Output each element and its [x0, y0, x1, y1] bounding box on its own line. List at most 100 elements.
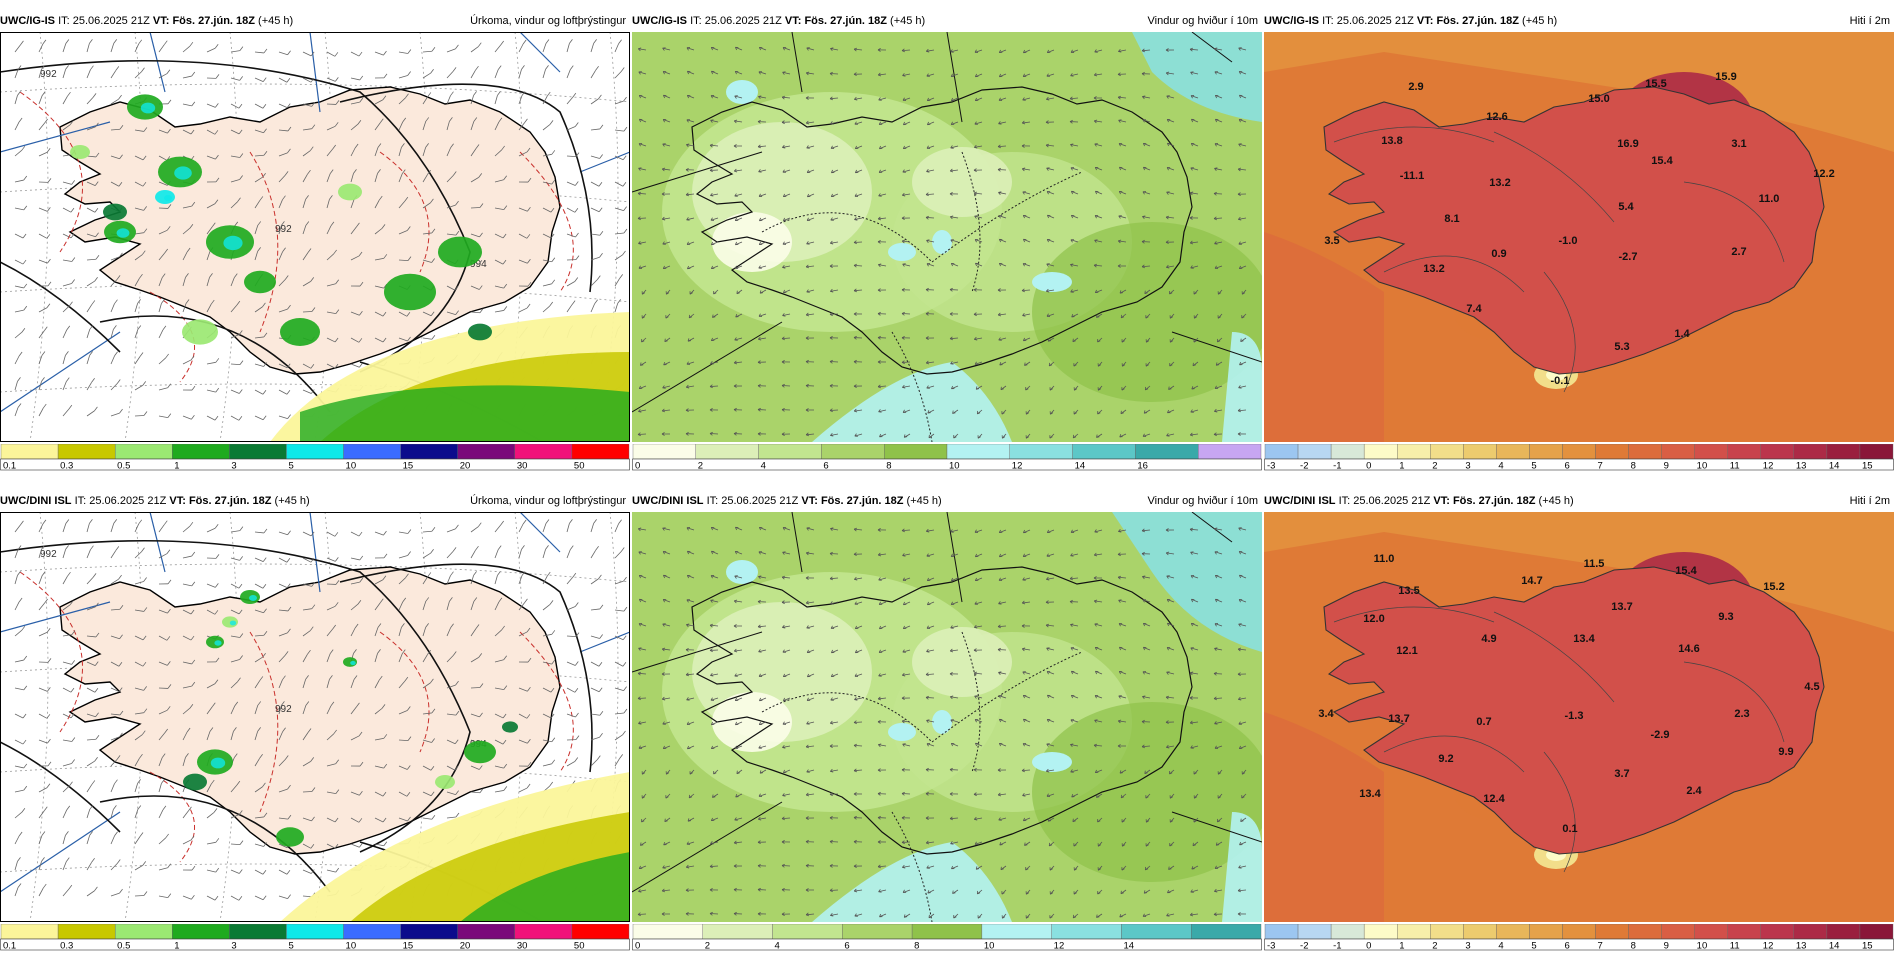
legend-swatch: [1121, 924, 1191, 939]
valid-label: VT:: [801, 495, 818, 507]
temperature-label: -11.1: [1400, 170, 1424, 182]
map-canvas[interactable]: [632, 32, 1262, 442]
valid-label: VT:: [153, 15, 170, 27]
map-view[interactable]: [632, 32, 1262, 442]
isobar-label: 992: [40, 69, 57, 80]
legend-label: -2: [1300, 461, 1308, 472]
panel-title: UWC/DINI ISL IT: 25.06.2025 21Z VT: Fös.…: [0, 490, 630, 512]
temperature-label: 14.6: [1678, 643, 1699, 655]
temperature-label: 11.0: [1759, 193, 1780, 205]
legend-swatch: [1794, 444, 1827, 459]
init-label: IT:: [75, 495, 87, 507]
legend-label: 2: [1432, 461, 1437, 472]
legend-swatch: [1695, 924, 1728, 939]
legend-label: 3: [231, 461, 236, 472]
temperature-label: 3.1: [1731, 138, 1746, 150]
panel-title: UWC/IG-IS IT: 25.06.2025 21Z VT: Fös. 27…: [1264, 10, 1894, 32]
valid-time: Fös. 27.jún. 18Z: [189, 495, 272, 507]
legend-swatch: [1629, 924, 1662, 939]
temperature-label: 9.2: [1438, 753, 1453, 765]
map-canvas[interactable]: [632, 512, 1262, 922]
temperature-label: -0.1: [1551, 375, 1570, 387]
map-view[interactable]: [632, 512, 1262, 922]
temperature-label: 3.4: [1318, 708, 1334, 720]
legend-swatch: [1397, 444, 1430, 459]
legend-swatch: [1529, 924, 1562, 939]
legend-swatch: [1010, 444, 1073, 459]
isobar-label: 992: [275, 704, 292, 715]
legend-swatch: [1662, 924, 1695, 939]
valid-time: Fös. 27.jún. 18Z: [1436, 15, 1519, 27]
valid-label: VT:: [1417, 15, 1434, 27]
legend-swatch: [229, 924, 286, 939]
legend-label: 4: [1498, 461, 1503, 472]
temperature-label: 13.5: [1398, 585, 1419, 597]
lead-time: (+45 h): [1522, 15, 1557, 27]
legend-label: 11: [1730, 461, 1740, 472]
valid-time: Fös. 27.jún. 18Z: [804, 15, 887, 27]
legend-label: 14: [1829, 461, 1840, 472]
temperature-label: 14.7: [1521, 575, 1542, 587]
legend-swatch: [1761, 924, 1794, 939]
temperature-label: 15.5: [1645, 78, 1666, 90]
legend-swatch: [821, 444, 884, 459]
color-legend: -3-2-101234567891011121314151617: [1264, 444, 1894, 472]
legend-label: 0.5: [117, 461, 130, 472]
model-name: UWC/DINI ISL: [1264, 495, 1336, 507]
legend-label: 0: [1366, 461, 1371, 472]
temperature-label: 12.4: [1483, 793, 1505, 805]
valid-label: VT:: [1433, 495, 1450, 507]
temperature-label: 12.0: [1363, 613, 1384, 625]
init-label: IT:: [707, 495, 719, 507]
legend-label: 3: [1465, 461, 1470, 472]
temperature-label: 15.4: [1675, 565, 1697, 577]
legend-swatch: [458, 924, 515, 939]
temperature-label: 0.9: [1491, 248, 1506, 260]
init-label: IT:: [690, 15, 702, 27]
legend-swatch: [703, 924, 773, 939]
forecast-panel-precip: UWC/IG-IS IT: 25.06.2025 21Z VT: Fös. 27…: [0, 10, 630, 475]
temperature-label: -1.0: [1559, 235, 1578, 247]
init-time: 25.06.2025 21Z: [89, 495, 166, 507]
legend-swatch: [115, 924, 172, 939]
legend-label: -3: [1267, 461, 1275, 472]
legend-swatch: [1397, 924, 1430, 939]
init-label: IT:: [1339, 495, 1351, 507]
forecast-panel-wind: UWC/DINI ISL IT: 25.06.2025 21Z VT: Fös.…: [632, 490, 1262, 955]
legend-label: 30: [517, 461, 528, 472]
temperature-label: 0.1: [1562, 823, 1577, 835]
valid-label: VT:: [785, 15, 802, 27]
legend-swatch: [1761, 444, 1794, 459]
legend-swatch: [773, 924, 843, 939]
temperature-label: 3.5: [1324, 235, 1339, 247]
forecast-panel-temp: UWC/IG-IS IT: 25.06.2025 21Z VT: Fös. 27…: [1264, 10, 1894, 475]
legend-swatch: [1331, 924, 1364, 939]
temperature-label: 5.3: [1614, 341, 1629, 353]
model-name: UWC/IG-IS: [1264, 15, 1319, 27]
temperature-label: 12.2: [1813, 168, 1834, 180]
valid-time: Fös. 27.jún. 18Z: [821, 495, 904, 507]
legend-swatch: [115, 444, 172, 459]
init-time: 25.06.2025 21Z: [721, 495, 798, 507]
legend-swatch: [572, 924, 629, 939]
init-label: IT:: [58, 15, 70, 27]
model-name: UWC/DINI ISL: [0, 495, 72, 507]
legend-swatch: [1463, 924, 1496, 939]
legend-swatch: [696, 444, 759, 459]
temperature-label: -1.3: [1565, 710, 1584, 722]
legend-label: 0: [635, 461, 640, 472]
temperature-label: 11.5: [1584, 558, 1605, 570]
legend-swatch: [1794, 924, 1827, 939]
legend-swatch: [401, 924, 458, 939]
